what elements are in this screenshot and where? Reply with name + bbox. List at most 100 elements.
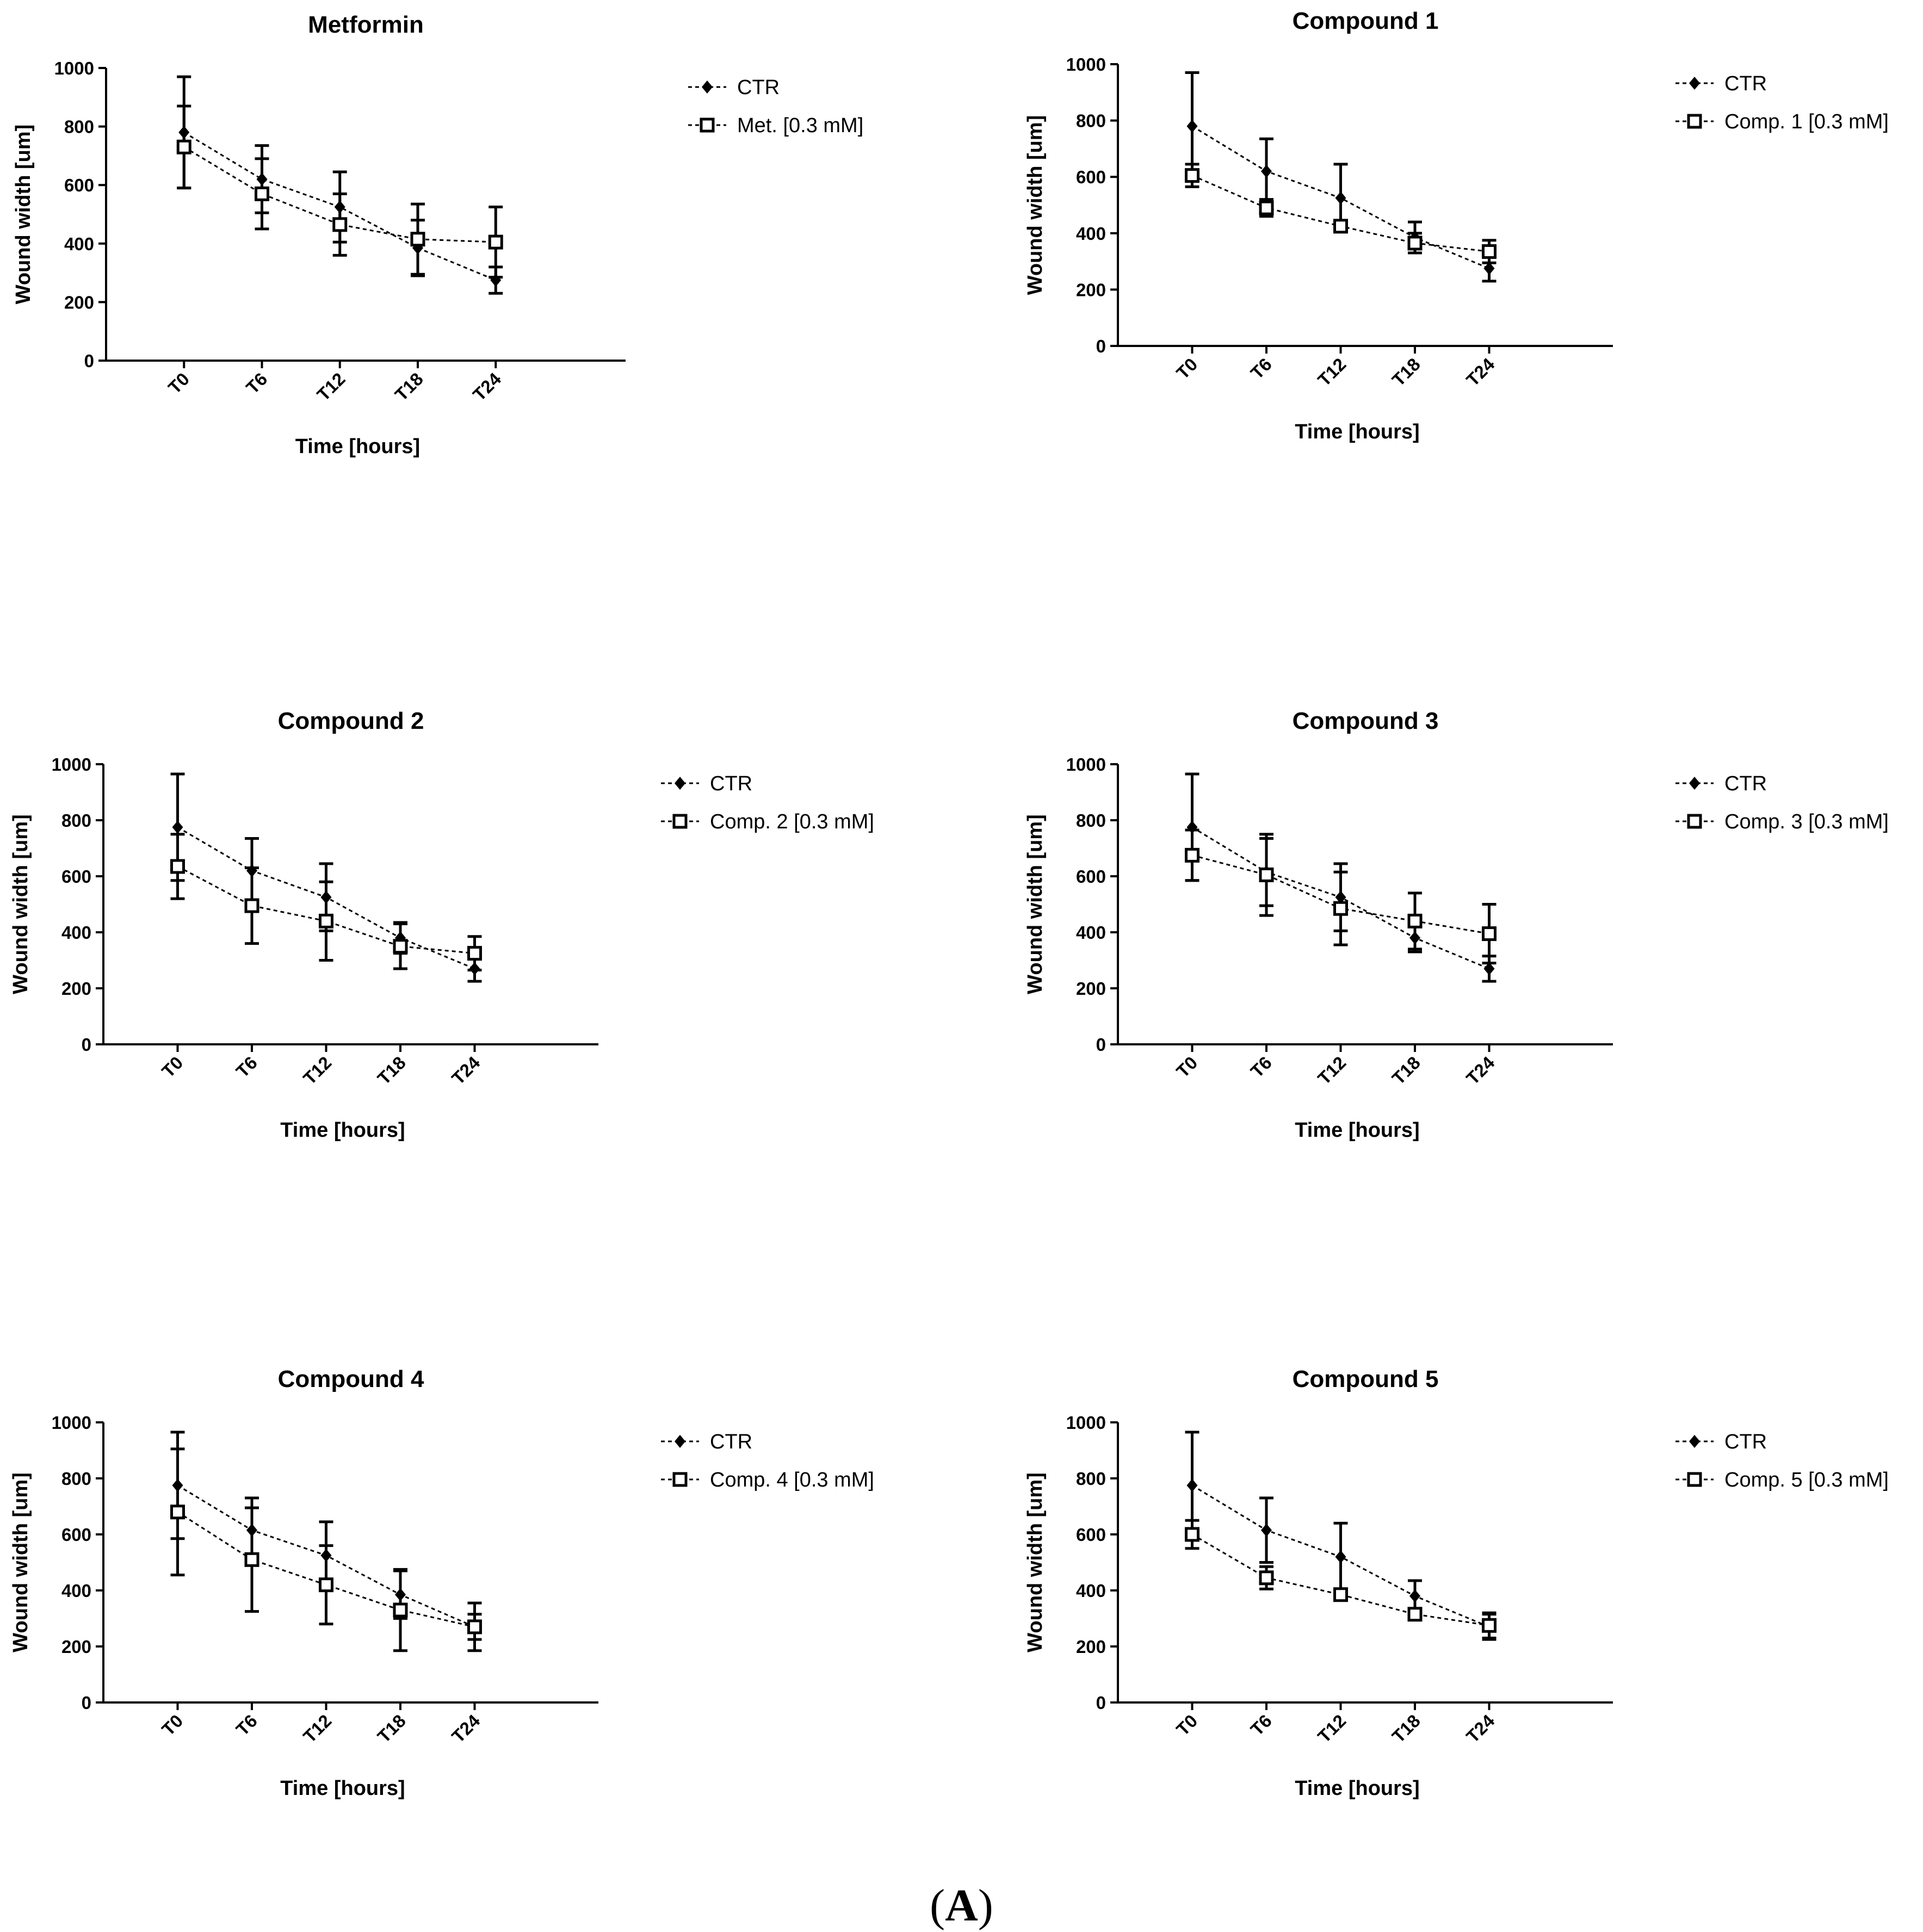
- data-point-square: [1407, 1607, 1423, 1622]
- y-tick-label: 400: [1076, 1581, 1106, 1601]
- legend-label: CTR: [1724, 1431, 1767, 1453]
- x-tick-label: T18: [1388, 1052, 1424, 1088]
- x-tick-label: T0: [1172, 1052, 1201, 1081]
- y-tick-label: 400: [61, 1581, 91, 1601]
- series-treatment: [1185, 828, 1497, 965]
- legend-label: Met. [0.3 mM]: [737, 114, 863, 137]
- legend-marker-square: [1687, 814, 1702, 829]
- data-point-diamond: [1483, 262, 1495, 275]
- data-point-diamond: [1261, 1524, 1272, 1537]
- chart-title: Compound 1: [1293, 8, 1439, 34]
- x-axis-label: Time [hours]: [1295, 420, 1419, 443]
- y-axis-label: Wound width [um]: [1024, 1472, 1047, 1652]
- y-tick-label: 400: [64, 234, 94, 254]
- legend-label: Comp. 5 [0.3 mM]: [1724, 1469, 1889, 1491]
- legend-label: CTR: [737, 76, 780, 99]
- x-tick-label: T0: [158, 1052, 187, 1081]
- y-axis-label: Wound width [um]: [9, 814, 32, 994]
- y-tick-label: 0: [1096, 336, 1106, 356]
- figure-label-open-paren: (: [930, 1880, 945, 1931]
- y-tick-label: 400: [61, 922, 91, 943]
- data-point-square: [1259, 867, 1274, 882]
- x-tick-label: T24: [448, 1710, 484, 1747]
- series-ctr: [177, 75, 503, 295]
- x-tick-label: T6: [232, 1052, 261, 1081]
- y-tick-label: 200: [1076, 979, 1106, 999]
- chart-panel-6: Compound 5 0 200 400 600 800 1000 T0 T6 T12 T18 T24…: [1024, 1366, 1889, 1800]
- x-axis-label: Time [hours]: [280, 1777, 405, 1800]
- y-tick-label: 600: [64, 175, 94, 195]
- legend-item-treatment: Comp. 4 [0.3 mM]: [661, 1469, 874, 1491]
- data-point-square: [1407, 236, 1423, 251]
- x-tick-label: T6: [1247, 1711, 1276, 1739]
- legend-marker-diamond: [1689, 77, 1700, 90]
- y-tick-label: 800: [1076, 810, 1106, 831]
- legend-marker-square: [672, 814, 688, 829]
- x-tick-label: T18: [374, 1052, 410, 1088]
- data-point-square: [467, 946, 482, 961]
- x-tick-label: T24: [1462, 1052, 1499, 1088]
- chart-panel-4: Compound 3 0 200 400 600 800 1000 T0 T6 T12 T18 T24…: [1024, 708, 1889, 1142]
- chart-title: Compound 4: [278, 1366, 424, 1392]
- legend-item-ctr: CTR: [661, 772, 752, 795]
- legend-item-treatment: Met. [0.3 mM]: [688, 114, 863, 137]
- legend-marker-diamond: [675, 777, 685, 790]
- data-point-square: [170, 1504, 185, 1520]
- x-axis-label: Time [hours]: [280, 1119, 405, 1142]
- chart-panel-2: Compound 1 0 200 400 600 800 1000 T0 T6 T12 T18 T24…: [1024, 8, 1889, 443]
- data-point-diamond: [172, 820, 183, 834]
- legend-marker-square: [1687, 1472, 1702, 1487]
- data-point-square: [393, 939, 408, 954]
- x-tick-label: T12: [1314, 1052, 1350, 1088]
- x-tick-label: T24: [1462, 1710, 1499, 1747]
- series-treatment: [1185, 163, 1497, 264]
- data-point-square: [170, 859, 185, 874]
- x-tick-label: T18: [1388, 354, 1424, 390]
- series-treatment: [170, 1447, 482, 1652]
- y-tick-label: 200: [1076, 1637, 1106, 1657]
- legend-item-treatment: Comp. 2 [0.3 mM]: [661, 810, 874, 833]
- y-tick-label: 800: [64, 117, 94, 137]
- legend-label: Comp. 4 [0.3 mM]: [710, 1469, 874, 1491]
- series-treatment: [170, 833, 482, 972]
- x-axis-label: Time [hours]: [1295, 1119, 1419, 1142]
- y-tick-label: 1000: [1066, 1413, 1106, 1433]
- y-tick-label: 400: [1076, 922, 1106, 943]
- data-point-square: [1333, 901, 1348, 916]
- legend-label: CTR: [710, 772, 752, 795]
- x-axis-label: Time [hours]: [295, 435, 420, 458]
- y-tick-label: 1000: [52, 754, 91, 775]
- legend-marker-square: [672, 1472, 688, 1487]
- x-tick-label: T6: [242, 369, 271, 398]
- y-tick-label: 600: [1076, 1525, 1106, 1545]
- data-point-square: [1482, 926, 1497, 942]
- data-point-square: [488, 234, 503, 250]
- y-tick-label: 1000: [1066, 54, 1106, 75]
- legend-label: CTR: [1724, 72, 1767, 95]
- legend-item-ctr: CTR: [688, 76, 780, 99]
- y-tick-label: 0: [82, 1035, 91, 1055]
- data-point-square: [1259, 200, 1274, 215]
- legend-item-treatment: Comp. 3 [0.3 mM]: [1675, 810, 1889, 833]
- data-point-square: [255, 186, 269, 201]
- legend-marker-diamond: [675, 1435, 685, 1448]
- data-point-square: [1185, 168, 1199, 183]
- data-point-square: [1333, 1587, 1348, 1602]
- data-point-square: [332, 217, 348, 232]
- legend-label: CTR: [1724, 772, 1767, 795]
- data-point-square: [319, 1577, 333, 1593]
- legend-marker-diamond: [1689, 1435, 1700, 1448]
- legend-marker-square: [1687, 114, 1702, 129]
- x-tick-label: T12: [1314, 1711, 1350, 1747]
- x-tick-label: T18: [391, 369, 427, 405]
- x-tick-label: T18: [1388, 1711, 1424, 1747]
- data-point-square: [1185, 847, 1199, 863]
- y-tick-label: 800: [61, 810, 91, 831]
- series-ctr: [1185, 71, 1497, 283]
- y-axis-label: Wound width [um]: [12, 125, 35, 305]
- data-point-square: [176, 139, 191, 154]
- data-point-square: [1482, 244, 1497, 259]
- x-tick-label: T0: [164, 369, 193, 398]
- legend-label: Comp. 3 [0.3 mM]: [1724, 810, 1889, 833]
- x-tick-label: T18: [374, 1711, 410, 1747]
